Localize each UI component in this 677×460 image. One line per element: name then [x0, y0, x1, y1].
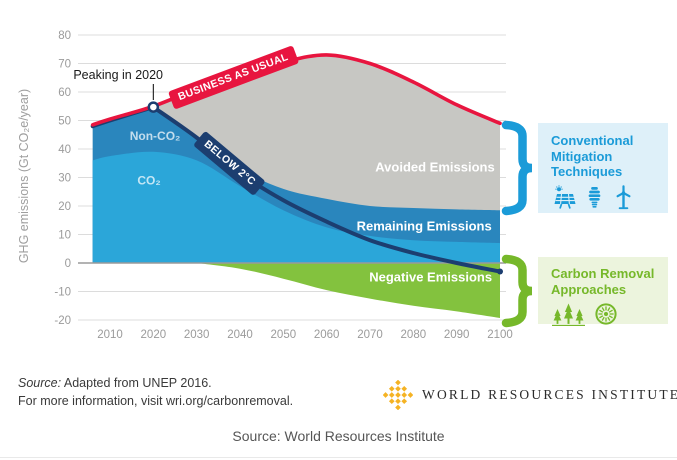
x-tick-label: 2080 [401, 329, 427, 341]
y-tick-label: 0 [65, 258, 71, 270]
source-note: Source: Adapted from UNEP 2016. For more… [18, 375, 293, 410]
conventional-icons-row [551, 184, 662, 210]
wri-logo-mark-icon [383, 380, 413, 410]
remaining-co2-area [92, 151, 500, 263]
y-tick-label: 80 [58, 30, 71, 42]
y-tick-label: 40 [58, 144, 71, 156]
y-tick-label: 70 [58, 59, 71, 71]
x-tick-label: 2040 [227, 329, 253, 341]
conventional-brace [501, 120, 533, 216]
y-tick-label: 50 [58, 116, 71, 128]
legend-box-carbon-removal: Carbon Removal Approaches [538, 257, 668, 326]
direct-air-capture-fan-icon [594, 302, 618, 326]
x-tick-label: 2030 [184, 329, 210, 341]
conventional-mitigation-title: Conventional Mitigation Techniques [551, 133, 634, 179]
bottom-divider [0, 457, 677, 458]
x-tick-label: 2090 [444, 329, 470, 341]
carbon-removal-icons-row [551, 302, 662, 326]
wri-logo: WORLD RESOURCES INSTITUTE [383, 380, 677, 410]
wind-turbine-icon [611, 184, 636, 210]
cfl-bulb-icon [586, 185, 603, 210]
x-tick-label: 2020 [141, 329, 167, 341]
negative-emissions-area [196, 263, 500, 318]
trees-icon [551, 302, 586, 326]
x-tick-label: 2010 [97, 329, 123, 341]
y-tick-label: -10 [54, 287, 71, 299]
carbon-removal-brace [501, 254, 533, 328]
wri-logo-text: WORLD RESOURCES INSTITUTE [422, 387, 677, 402]
y-tick-label: 30 [58, 173, 71, 185]
source-note-line2: For more information, visit wri.org/carb… [18, 393, 294, 408]
peak-marker-dot [147, 101, 160, 113]
area-label: Avoided Emissions [375, 160, 494, 175]
below-2c-line-end-dot [496, 268, 503, 275]
area-label: Non-CO₂ [130, 129, 181, 143]
legend-box-conventional-mitigation: Conventional Mitigation Techniques [538, 123, 668, 213]
area-label: CO₂ [137, 173, 160, 187]
y-tick-label: 10 [58, 230, 71, 242]
x-tick-label: 2060 [314, 329, 340, 341]
y-tick-label: 20 [58, 201, 71, 213]
source-note-prefix: Source: [18, 376, 62, 390]
x-tick-label: 2100 [487, 329, 513, 341]
y-tick-label: -20 [54, 315, 71, 327]
image-caption: Source: World Resources Institute [232, 428, 445, 444]
x-tick-label: 2070 [357, 329, 383, 341]
y-tick-label: 60 [58, 87, 71, 99]
area-label: Negative Emissions [369, 269, 492, 284]
area-label: Remaining Emissions [357, 219, 492, 234]
solar-panel-icon [551, 184, 578, 210]
x-tick-label: 2050 [271, 329, 297, 341]
peak-annotation-label: Peaking in 2020 [73, 68, 163, 82]
y-axis-title: GHG emissions (Gt CO₂e/year) [17, 89, 31, 263]
source-note-rest: Adapted from UNEP 2016. [61, 376, 212, 390]
source-note-line1: Source: Adapted from UNEP 2016. [18, 375, 293, 393]
carbon-removal-title: Carbon Removal Approaches [551, 266, 655, 297]
